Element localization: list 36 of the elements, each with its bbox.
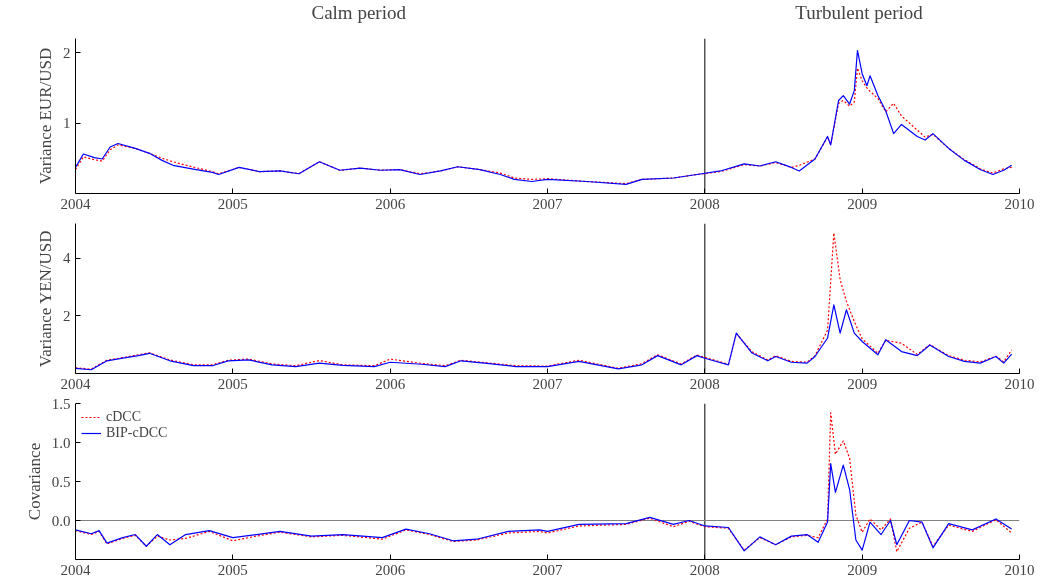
- x-tick-label: 2004: [60, 561, 91, 578]
- text: Calm period: [311, 2, 407, 23]
- y-axis-title: Variance EUR/USD: [36, 47, 55, 185]
- x-tick-label: 2010: [1004, 561, 1035, 578]
- x-tick-label: 2009: [847, 195, 878, 212]
- x-tick-label: 2010: [1004, 195, 1035, 212]
- legend-label: cDCC: [106, 409, 141, 425]
- y-tick-label: 0.5: [51, 473, 71, 490]
- x-tick-label: 2006: [375, 561, 406, 578]
- y-tick-label: 2: [63, 307, 71, 324]
- x-tick-label: 2004: [60, 375, 91, 392]
- y-tick-label: 0.0: [51, 512, 71, 529]
- x-tick-label: 2005: [217, 195, 248, 212]
- x-tick-label: 2008: [689, 195, 720, 212]
- y-tick-label: 1: [63, 115, 71, 132]
- x-tick-label: 2007: [532, 375, 563, 392]
- x-tick-label: 2005: [217, 561, 248, 578]
- y-tick-label: 1.5: [51, 395, 71, 412]
- x-tick-label: 2009: [847, 375, 878, 392]
- legend-label: BIP-cDCC: [106, 425, 168, 441]
- x-tick-label: 2010: [1004, 375, 1035, 392]
- y-tick-label: 2: [63, 44, 71, 61]
- x-tick-label: 2005: [217, 375, 248, 392]
- y-tick-label: 4: [63, 250, 71, 267]
- y-tick-label: 1.0: [51, 434, 71, 451]
- y-axis-title: Covariance: [24, 442, 44, 521]
- x-tick-label: 2008: [689, 561, 720, 578]
- x-tick-label: 2006: [375, 195, 406, 212]
- y-axis-title: Variance YEN/USD: [36, 230, 55, 368]
- x-tick-label: 2008: [689, 375, 720, 392]
- x-tick-label: 2007: [532, 195, 563, 212]
- x-tick-label: 2004: [60, 195, 91, 212]
- x-tick-label: 2007: [532, 561, 563, 578]
- x-tick-label: 2006: [375, 375, 406, 392]
- x-tick-label: 2009: [847, 561, 878, 578]
- text: Turbulent period: [795, 2, 924, 23]
